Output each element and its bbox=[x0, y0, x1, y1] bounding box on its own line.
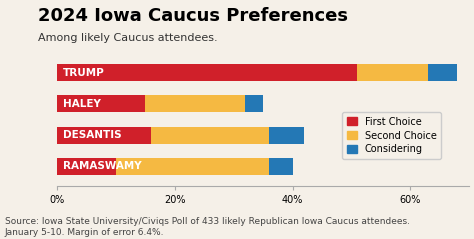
Bar bbox=[116, 158, 269, 175]
Bar bbox=[269, 126, 304, 144]
Bar bbox=[246, 95, 263, 113]
Text: 2024 Iowa Caucus Preferences: 2024 Iowa Caucus Preferences bbox=[38, 7, 348, 25]
Text: TRUMP: TRUMP bbox=[63, 68, 105, 78]
Text: Among likely Caucus attendees.: Among likely Caucus attendees. bbox=[38, 33, 218, 43]
Bar bbox=[57, 158, 116, 175]
Bar bbox=[145, 95, 246, 113]
Bar bbox=[57, 64, 357, 81]
Bar bbox=[428, 64, 457, 81]
Text: Source: Iowa State University/Civiqs Poll of 433 likely Republican Iowa Caucus a: Source: Iowa State University/Civiqs Pol… bbox=[5, 217, 410, 237]
Legend: First Choice, Second Choice, Considering: First Choice, Second Choice, Considering bbox=[342, 112, 441, 159]
Bar bbox=[57, 95, 145, 113]
Text: RAMASWAMY: RAMASWAMY bbox=[63, 161, 141, 171]
Text: HALEY: HALEY bbox=[63, 99, 100, 109]
Bar bbox=[151, 126, 269, 144]
Bar bbox=[57, 126, 151, 144]
Text: DESANTIS: DESANTIS bbox=[63, 130, 121, 140]
Bar bbox=[357, 64, 428, 81]
Bar bbox=[269, 158, 292, 175]
